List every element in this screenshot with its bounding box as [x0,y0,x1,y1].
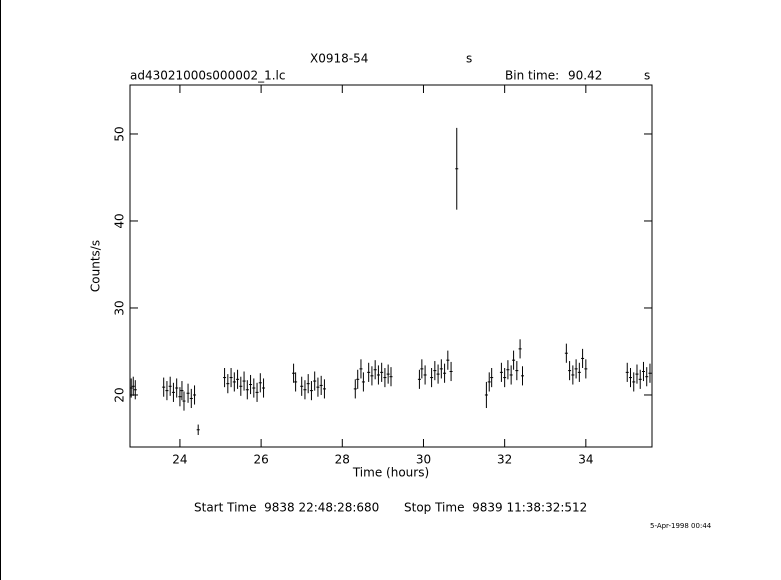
y-tick-label: 20 [113,387,127,402]
y-tick-label: 40 [113,213,127,228]
stop-time: Stop Time 9839 11:38:32:512 [404,501,587,515]
date: 5-Apr-1998 00:44 [650,522,712,530]
chart-title: X0918-54 [310,52,368,66]
x-tick-label: 32 [497,453,512,467]
x-tick-label: 28 [335,453,350,467]
x-tick-label: 26 [253,453,268,467]
x-tick-label: 30 [416,453,431,467]
plot-frame [129,84,653,448]
x-axis-label: Time (hours) [352,466,429,480]
x-tick-label: 34 [578,453,593,467]
subtitle: ad43021000s000002_1.lc [130,69,286,83]
y-tick-label: 50 [113,126,127,141]
y-axis-label: Counts/s [89,240,103,292]
y-tick-label: 30 [113,300,127,315]
x-tick-label: 24 [172,453,187,467]
start-time: Start Time 9838 22:48:28:680 [194,501,379,515]
title-unit: s [466,52,472,66]
bin-time: 90.42 [568,69,602,83]
bin-time-unit: s [644,69,650,83]
bin-time-label: Bin time: [505,69,559,83]
